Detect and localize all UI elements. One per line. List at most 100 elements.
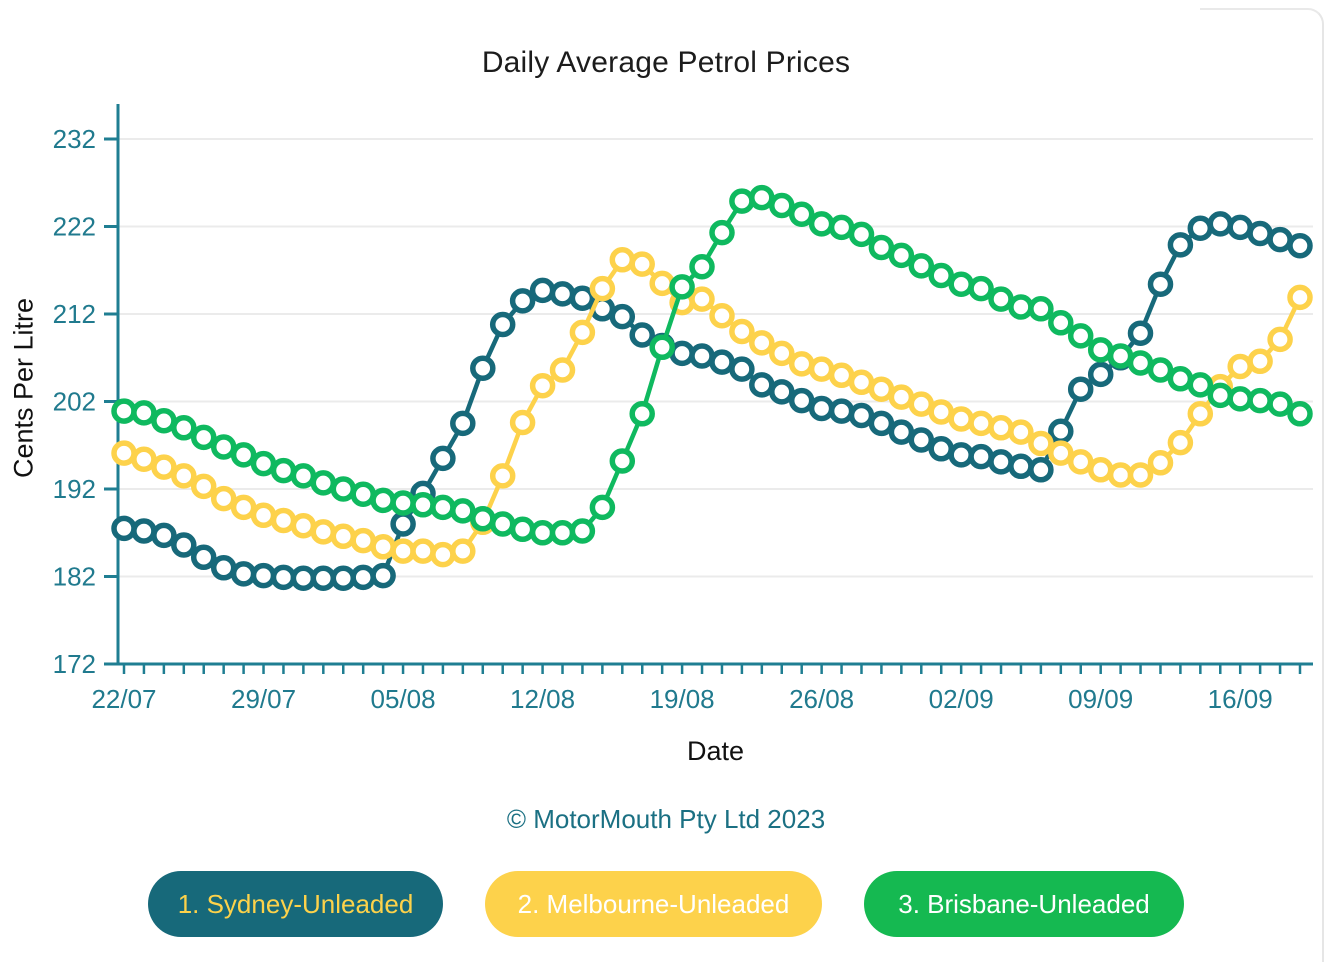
data-point bbox=[1067, 449, 1094, 475]
data-point bbox=[629, 322, 655, 348]
y-axis-title: Cents Per Litre bbox=[8, 297, 39, 479]
data-point bbox=[1267, 226, 1293, 253]
data-point bbox=[270, 507, 297, 534]
data-point bbox=[1227, 386, 1253, 412]
data-point bbox=[310, 470, 337, 496]
data-point bbox=[330, 523, 357, 550]
data-point bbox=[1087, 361, 1114, 388]
data-point bbox=[270, 457, 297, 484]
data-point bbox=[808, 395, 835, 422]
data-point bbox=[1048, 440, 1074, 466]
data-point bbox=[1267, 326, 1293, 353]
legend-row: 1. Sydney-Unleaded 2. Melbourne-Unleaded… bbox=[6, 871, 1326, 937]
data-point bbox=[948, 406, 974, 432]
data-point bbox=[569, 518, 596, 544]
data-point bbox=[250, 450, 277, 477]
data-point bbox=[689, 253, 715, 280]
data-point bbox=[489, 463, 516, 489]
data-point bbox=[250, 562, 277, 589]
data-point bbox=[350, 481, 376, 507]
data-point bbox=[210, 485, 237, 512]
data-point bbox=[769, 379, 795, 405]
data-point bbox=[1247, 348, 1273, 375]
series-sydney-unleaded bbox=[111, 211, 1313, 591]
data-point bbox=[470, 355, 496, 381]
data-point bbox=[749, 330, 775, 356]
data-point bbox=[1008, 453, 1034, 480]
data-point bbox=[450, 538, 476, 564]
legend-button-sydney[interactable]: 1. Sydney-Unleaded bbox=[148, 871, 443, 937]
data-point bbox=[230, 494, 257, 521]
legend-button-brisbane[interactable]: 3. Brisbane-Unleaded bbox=[864, 871, 1184, 937]
data-point bbox=[749, 372, 775, 398]
data-point bbox=[390, 538, 416, 564]
data-point bbox=[210, 434, 237, 460]
x-axis-ticks: 22/07 29/07 05/08 12/08 19/08 26/08 02/09 09/09… bbox=[91, 664, 1302, 714]
svg-text:09/09: 09/09 bbox=[1068, 684, 1133, 714]
data-point bbox=[868, 234, 895, 261]
svg-text:212: 212 bbox=[53, 299, 96, 329]
data-point bbox=[549, 520, 576, 546]
data-point bbox=[549, 281, 576, 307]
data-point bbox=[1287, 284, 1313, 311]
data-point bbox=[569, 285, 596, 311]
data-point bbox=[848, 369, 875, 396]
data-point bbox=[1127, 350, 1154, 376]
data-point bbox=[1207, 382, 1234, 409]
data-point bbox=[1107, 343, 1134, 369]
data-point bbox=[151, 522, 177, 549]
data-point bbox=[729, 318, 755, 345]
data-point bbox=[828, 398, 855, 424]
data-point bbox=[131, 518, 157, 544]
svg-text:182: 182 bbox=[53, 562, 96, 592]
data-point bbox=[470, 506, 496, 532]
data-point bbox=[310, 565, 337, 591]
data-point bbox=[888, 242, 915, 269]
data-point bbox=[709, 302, 735, 329]
data-point bbox=[888, 384, 915, 410]
data-point bbox=[549, 357, 576, 383]
data-point bbox=[230, 561, 257, 587]
data-point bbox=[988, 449, 1014, 475]
data-point bbox=[290, 565, 317, 591]
data-point bbox=[908, 253, 935, 279]
data-point bbox=[290, 512, 317, 539]
data-point bbox=[1147, 450, 1174, 476]
data-point bbox=[589, 275, 616, 302]
data-point bbox=[310, 519, 337, 545]
data-point bbox=[589, 494, 616, 521]
data-point bbox=[450, 498, 476, 524]
data-point bbox=[1087, 337, 1114, 363]
data-point bbox=[1167, 366, 1194, 392]
data-point bbox=[788, 201, 815, 227]
data-point bbox=[1127, 462, 1154, 488]
data-point bbox=[190, 473, 217, 500]
data-point bbox=[370, 487, 396, 514]
data-point bbox=[808, 356, 835, 382]
data-point bbox=[350, 527, 376, 554]
data-point bbox=[988, 286, 1014, 312]
data-point bbox=[1028, 457, 1054, 483]
data-point bbox=[709, 349, 735, 375]
data-point bbox=[868, 410, 895, 437]
legend-button-melbourne[interactable]: 2. Melbourne-Unleaded bbox=[485, 871, 822, 937]
data-point bbox=[390, 511, 416, 537]
svg-text:16/09: 16/09 bbox=[1208, 684, 1273, 714]
data-point bbox=[509, 288, 536, 314]
svg-text:172: 172 bbox=[53, 649, 96, 679]
data-point bbox=[808, 211, 835, 237]
data-point bbox=[390, 490, 416, 516]
data-point bbox=[330, 565, 357, 591]
svg-text:02/09: 02/09 bbox=[929, 684, 994, 714]
y-axis-ticks: 232 222 212 202 192 182 172 bbox=[53, 124, 118, 679]
data-point bbox=[330, 476, 357, 502]
data-point bbox=[131, 446, 157, 472]
data-point bbox=[828, 362, 855, 389]
data-point bbox=[529, 277, 556, 304]
data-point bbox=[669, 274, 695, 300]
data-point bbox=[769, 340, 795, 367]
data-point bbox=[171, 463, 197, 489]
data-point bbox=[928, 262, 954, 289]
data-point bbox=[1147, 357, 1174, 383]
svg-text:19/08: 19/08 bbox=[650, 684, 715, 714]
